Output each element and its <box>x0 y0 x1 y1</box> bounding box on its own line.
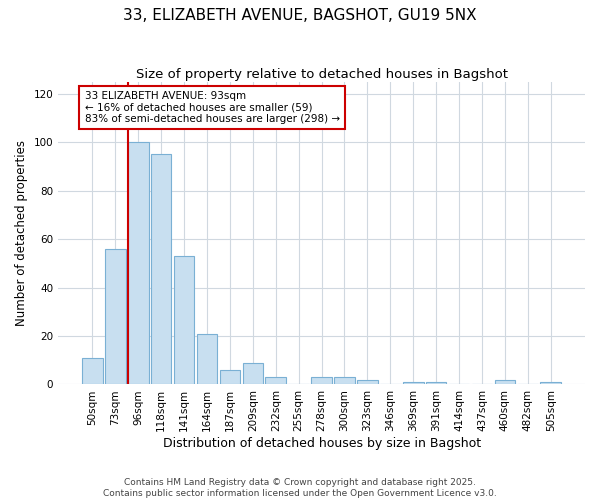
Bar <box>494 380 515 384</box>
Bar <box>357 380 378 384</box>
Bar <box>128 142 149 384</box>
Bar <box>242 362 263 384</box>
X-axis label: Distribution of detached houses by size in Bagshot: Distribution of detached houses by size … <box>163 437 481 450</box>
Bar <box>541 382 561 384</box>
Text: 33 ELIZABETH AVENUE: 93sqm
← 16% of detached houses are smaller (59)
83% of semi: 33 ELIZABETH AVENUE: 93sqm ← 16% of deta… <box>85 91 340 124</box>
Bar <box>197 334 217 384</box>
Bar <box>82 358 103 384</box>
Y-axis label: Number of detached properties: Number of detached properties <box>15 140 28 326</box>
Bar <box>311 377 332 384</box>
Text: 33, ELIZABETH AVENUE, BAGSHOT, GU19 5NX: 33, ELIZABETH AVENUE, BAGSHOT, GU19 5NX <box>123 8 477 22</box>
Title: Size of property relative to detached houses in Bagshot: Size of property relative to detached ho… <box>136 68 508 80</box>
Bar <box>105 249 125 384</box>
Bar <box>174 256 194 384</box>
Bar <box>426 382 446 384</box>
Bar <box>151 154 172 384</box>
Bar <box>334 377 355 384</box>
Text: Contains HM Land Registry data © Crown copyright and database right 2025.
Contai: Contains HM Land Registry data © Crown c… <box>103 478 497 498</box>
Bar <box>265 377 286 384</box>
Bar <box>403 382 424 384</box>
Bar <box>220 370 240 384</box>
